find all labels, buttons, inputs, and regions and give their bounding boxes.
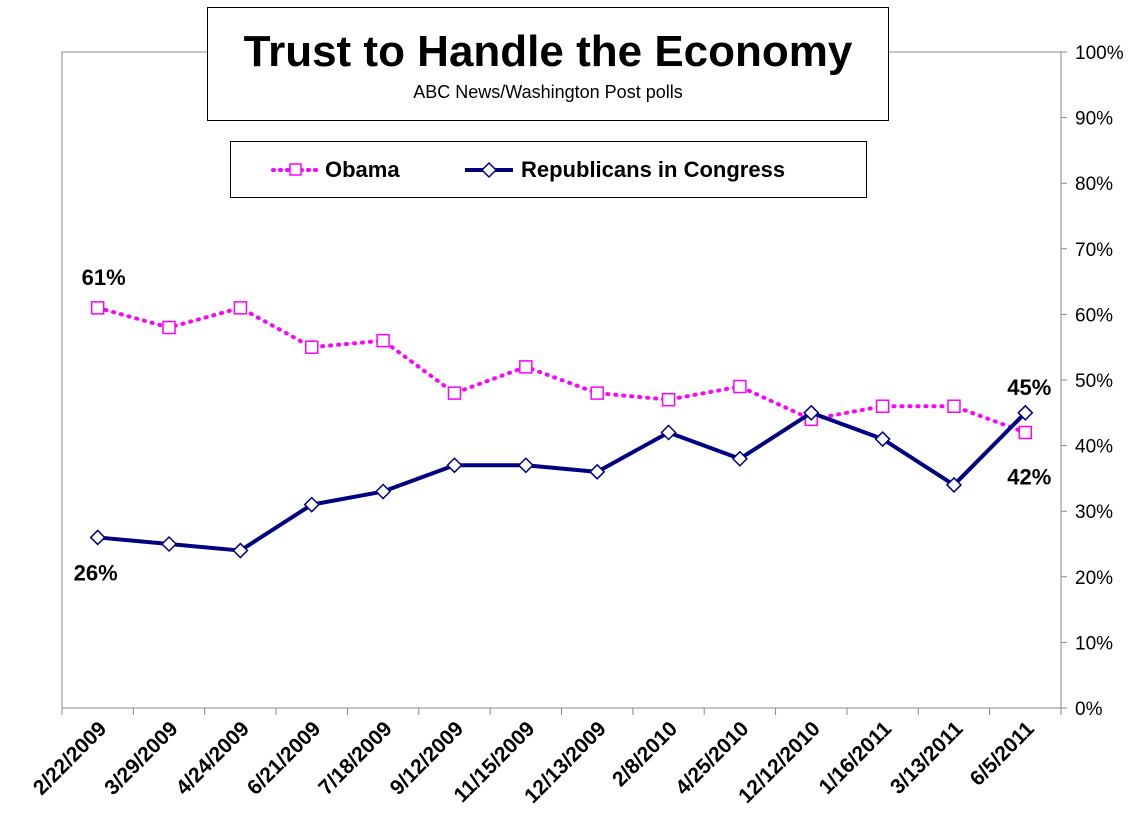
series-line-republicans-in-congress: [97, 410, 1027, 553]
legend-item-republicans: Republicans in Congress: [463, 142, 785, 197]
data-point-obama: [447, 386, 462, 400]
data-point-republicans-in-congress: [303, 496, 320, 513]
series-line-obama: [95, 305, 1028, 435]
data-point-obama: [875, 399, 890, 413]
data-point-republicans-in-congress: [731, 450, 748, 467]
legend-item-obama: Obama: [271, 142, 400, 197]
data-point-obama: [162, 320, 176, 335]
data-label: 45%: [1007, 375, 1051, 400]
y-tick-label: 40%: [1075, 437, 1113, 458]
data-point-republicans-in-congress: [160, 535, 178, 553]
data-point-obama: [1018, 425, 1033, 440]
data-point-republicans-in-congress: [89, 529, 106, 546]
x-tick-label: 2/22/2009: [29, 717, 111, 799]
data-point-obama: [590, 386, 604, 400]
data-label: 61%: [82, 265, 126, 290]
data-point-obama: [947, 399, 961, 413]
data-point-obama: [733, 379, 747, 394]
y-tick-label: 60%: [1075, 305, 1113, 326]
data-point-obama: [661, 392, 676, 407]
y-tick-label: 90%: [1075, 109, 1113, 130]
data-label: 42%: [1007, 464, 1051, 489]
y-tick-label: 20%: [1075, 568, 1113, 589]
data-point-obama: [519, 360, 533, 374]
data-point-republicans-in-congress: [945, 476, 963, 494]
data-point-obama: [233, 301, 248, 315]
data-point-obama: [305, 340, 319, 354]
data-point-republicans-in-congress: [589, 463, 606, 480]
legend-label-obama: Obama: [325, 156, 400, 182]
data-point-republicans-in-congress: [660, 424, 677, 441]
data-point-republicans-in-congress: [517, 457, 534, 474]
x-tick-label: 7/18/2009: [314, 717, 396, 799]
x-tick-label: 6/21/2009: [243, 717, 325, 799]
chart-title: Trust to Handle the Economy: [243, 27, 853, 76]
x-tick-label: 6/5/2011: [966, 717, 1039, 790]
y-tick-label: 80%: [1075, 174, 1113, 195]
legend-swatch-republicans: [465, 161, 513, 178]
legend-label-republicans: Republicans in Congress: [521, 156, 786, 182]
y-tick-label: 50%: [1075, 371, 1113, 392]
data-point-republicans-in-congress: [874, 430, 891, 448]
x-tick-label: 3/13/2011: [886, 717, 968, 799]
legend: Obama Republicans in Congress: [230, 141, 867, 198]
data-point-republicans-in-congress: [803, 404, 820, 421]
y-tick-label: 30%: [1075, 502, 1113, 523]
data-label: 26%: [74, 560, 118, 585]
x-tick-label: 1/16/2011: [815, 717, 897, 799]
data-point-republicans-in-congress: [375, 483, 392, 500]
chart-title-box: Trust to Handle the Economy ABC News/Was…: [207, 7, 889, 121]
x-tick-label: 4/24/2009: [172, 717, 254, 799]
data-point-republicans-in-congress: [446, 457, 463, 474]
x-tick-label: 3/29/2009: [100, 717, 182, 799]
series-layer: [89, 301, 1034, 559]
data-point-obama: [376, 333, 390, 348]
annotation-layer: 61% 26% 45% 42%: [74, 265, 1052, 586]
data-point-republicans-in-congress: [1017, 404, 1034, 421]
y-tick-label: 100%: [1075, 43, 1124, 64]
legend-swatch-obama: [271, 162, 319, 176]
y-tick-label: 70%: [1075, 240, 1113, 261]
y-tick-label: 10%: [1075, 633, 1113, 654]
x-tick-label: 2/8/2010: [608, 717, 682, 791]
data-point-republicans-in-congress: [232, 542, 249, 559]
y-tick-label: 0%: [1075, 699, 1103, 720]
chart-subtitle: ABC News/Washington Post polls: [413, 82, 683, 102]
data-point-obama: [90, 301, 105, 315]
